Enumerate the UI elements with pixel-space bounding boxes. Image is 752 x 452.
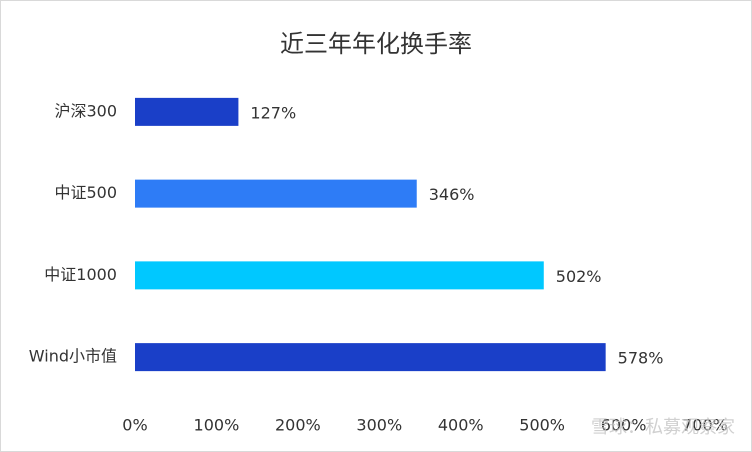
value-label: 127% <box>250 103 296 122</box>
watermark: 雪球：私募观察家 <box>591 417 735 438</box>
value-label: 346% <box>429 185 475 204</box>
x-tick-label: 300% <box>356 416 402 435</box>
x-tick-label: 200% <box>275 416 321 435</box>
x-tick-label: 400% <box>438 416 484 435</box>
x-tick-label: 600% <box>601 416 647 435</box>
y-tick-label: 沪深300 <box>54 101 117 120</box>
y-tick-label: 中证1000 <box>44 265 117 284</box>
bar <box>135 261 544 290</box>
bar <box>135 97 239 126</box>
chart-title: 近三年年化换手率 <box>280 30 472 58</box>
value-label: 502% <box>556 267 602 286</box>
x-tick-label: 700% <box>682 416 728 435</box>
bar <box>135 343 606 372</box>
x-tick-label: 500% <box>519 416 565 435</box>
value-label: 578% <box>618 349 664 368</box>
x-tick-label: 100% <box>194 416 240 435</box>
bar <box>135 179 417 208</box>
y-tick-label: 中证500 <box>54 183 117 202</box>
x-tick-label: 0% <box>122 416 147 435</box>
y-tick-label: Wind小市值 <box>29 347 117 366</box>
